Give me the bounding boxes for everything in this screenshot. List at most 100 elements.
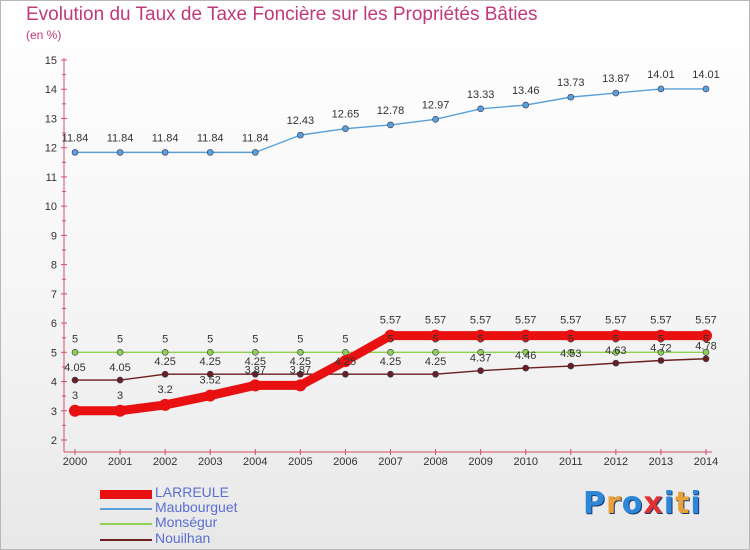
unit-label: (en %) (26, 28, 62, 42)
data-label: 4.37 (470, 353, 491, 365)
data-point (294, 379, 307, 392)
data-point (114, 404, 127, 417)
x-tick-label: 2008 (423, 456, 447, 468)
data-point (206, 349, 214, 356)
logo-letter: t (675, 486, 691, 521)
y-tick-label: 5 (51, 347, 57, 359)
y-tick-label: 15 (45, 55, 57, 67)
data-label: 3.52 (200, 375, 221, 387)
data-point (609, 329, 622, 342)
x-tick-label: 2012 (604, 456, 628, 468)
data-point (702, 349, 710, 356)
data-point (657, 357, 665, 364)
y-tick-label: 9 (51, 230, 57, 242)
logo-letter: x (643, 486, 664, 521)
data-point (161, 349, 169, 356)
legend-swatch (100, 508, 152, 510)
data-label: 4.25 (335, 356, 356, 368)
data-label: 5 (387, 333, 393, 345)
data-label: 11.84 (197, 132, 224, 144)
data-label: 4.25 (425, 356, 446, 368)
x-tick-label: 2010 (513, 456, 537, 468)
data-label: 5.57 (695, 315, 716, 327)
data-point (69, 404, 81, 417)
x-tick-label: 2006 (333, 456, 357, 468)
data-point (116, 349, 124, 356)
legend-swatch (100, 489, 152, 499)
data-label: 4.25 (200, 356, 221, 368)
data-point (702, 355, 710, 363)
data-point (429, 329, 442, 342)
data-label: 5 (117, 333, 123, 345)
data-point (297, 370, 304, 378)
data-point (384, 329, 397, 342)
data-point (657, 349, 665, 356)
data-label: 5 (433, 333, 439, 345)
data-label: 5 (613, 333, 619, 345)
data-point (654, 329, 667, 342)
y-tick-label: 3 (51, 406, 57, 418)
data-label: 5.57 (425, 315, 446, 327)
legend-label: LARREULE (155, 484, 229, 500)
y-tick-label: 14 (45, 84, 57, 96)
y-tick-label: 10 (45, 201, 57, 213)
data-point (700, 329, 712, 342)
x-tick-label: 2009 (468, 456, 492, 468)
data-label: 5.57 (605, 315, 626, 327)
data-point (161, 370, 169, 378)
data-label: 13.87 (602, 73, 630, 85)
data-label: 3 (72, 390, 78, 402)
x-tick-label: 2003 (198, 456, 222, 468)
data-point (249, 379, 262, 392)
data-label: 5.57 (515, 315, 536, 327)
data-label: 5.57 (470, 315, 491, 327)
data-label: 12.78 (377, 105, 405, 117)
y-tick-label: 8 (51, 260, 57, 272)
y-tick-label: 11 (46, 172, 57, 184)
data-point (342, 370, 349, 378)
data-label: 5 (252, 333, 258, 345)
data-label: 12.97 (422, 99, 450, 111)
data-label: 11.84 (242, 132, 269, 144)
data-point (342, 349, 349, 356)
data-label: 4.25 (245, 356, 266, 368)
data-point (161, 149, 169, 156)
data-label: 5 (523, 333, 529, 345)
data-label: 5 (703, 333, 709, 345)
data-point (251, 349, 259, 356)
logo-letter: P (583, 486, 606, 521)
data-point (432, 370, 439, 378)
data-point (702, 85, 710, 93)
data-point (116, 376, 124, 384)
y-tick-label: 2 (51, 435, 57, 447)
x-tick-label: 2001 (108, 456, 132, 468)
logo-letter: i (690, 486, 702, 521)
data-point (206, 149, 214, 156)
data-point (71, 349, 79, 356)
data-point (522, 364, 530, 372)
data-label: 4.46 (515, 350, 536, 362)
data-label: 13.73 (557, 77, 585, 89)
data-label: 5 (162, 333, 168, 345)
logo-letter: o (621, 486, 644, 521)
proxiti-logo: Proxiti (583, 486, 702, 521)
data-point (116, 149, 124, 156)
data-label: 5 (342, 333, 348, 345)
legend-label: Nouilhan (155, 530, 211, 546)
x-tick-label: 2005 (288, 456, 312, 468)
data-point (567, 349, 575, 356)
data-point (206, 370, 214, 378)
data-point (159, 398, 172, 411)
data-point (204, 389, 217, 402)
data-label: 5 (72, 333, 78, 345)
data-point (387, 370, 394, 378)
data-point (387, 349, 394, 356)
data-point (297, 131, 304, 139)
data-point (612, 89, 620, 97)
data-label: 3.2 (157, 384, 172, 396)
data-point (477, 367, 484, 375)
data-point (474, 329, 487, 342)
data-label: 3.87 (290, 364, 311, 376)
data-label: 11.84 (152, 132, 179, 144)
